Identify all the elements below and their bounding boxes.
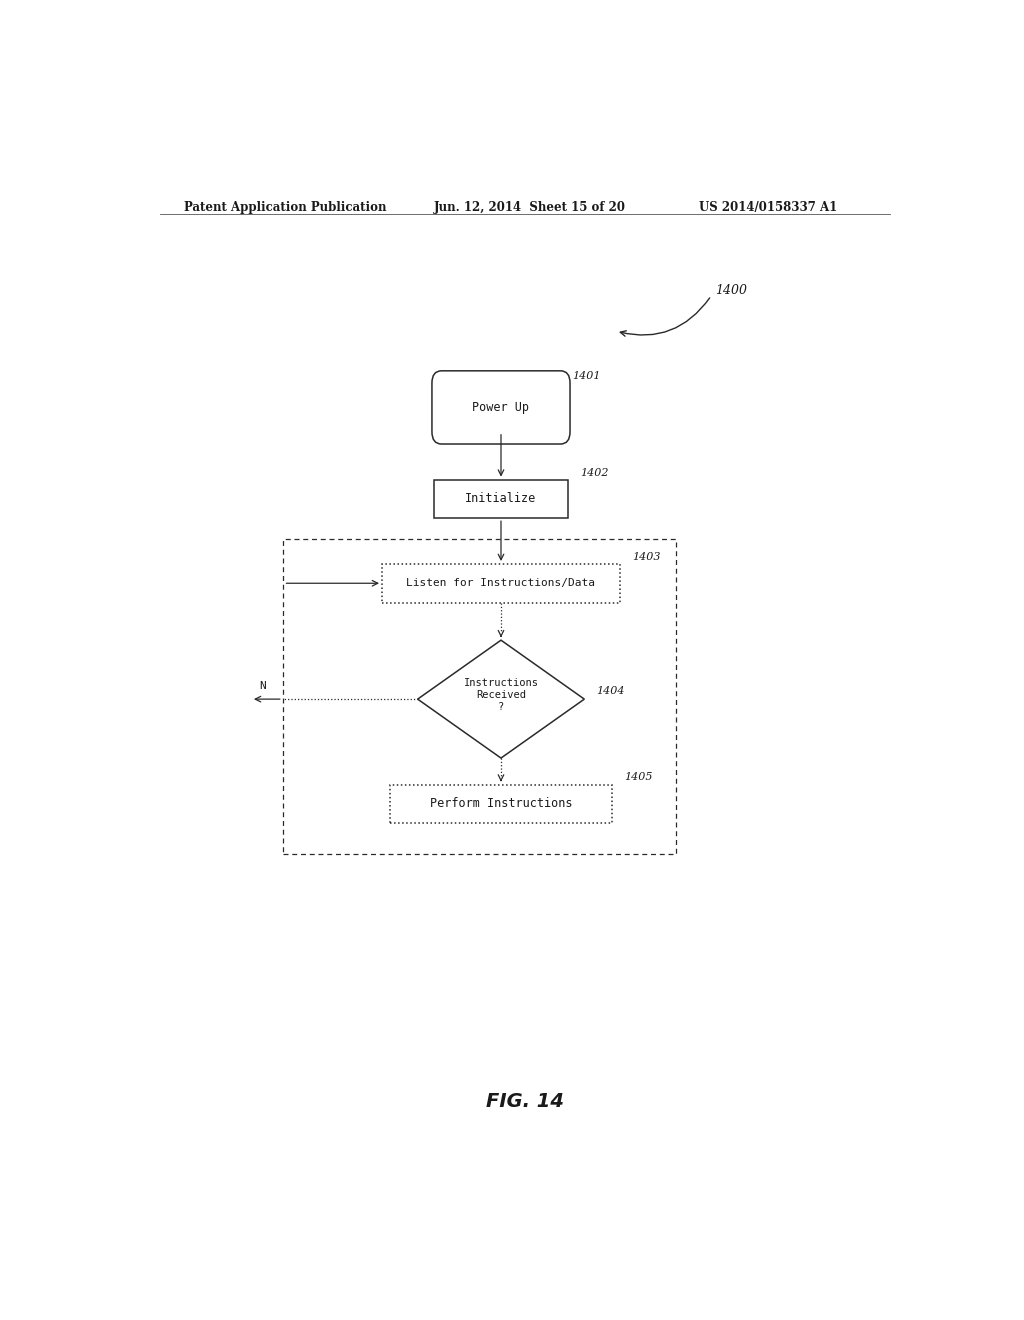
Text: 1401: 1401 <box>572 371 601 381</box>
Text: Patent Application Publication: Patent Application Publication <box>183 201 386 214</box>
Text: 1405: 1405 <box>624 772 652 783</box>
Text: 1403: 1403 <box>632 552 660 562</box>
Bar <box>283 539 676 854</box>
Text: Perform Instructions: Perform Instructions <box>430 797 572 810</box>
Text: Power Up: Power Up <box>472 401 529 414</box>
Text: Listen for Instructions/Data: Listen for Instructions/Data <box>407 578 596 589</box>
Text: Initialize: Initialize <box>465 492 537 506</box>
Text: 1404: 1404 <box>596 686 625 696</box>
Text: 1400: 1400 <box>715 284 748 297</box>
FancyBboxPatch shape <box>432 371 570 444</box>
Text: Jun. 12, 2014  Sheet 15 of 20: Jun. 12, 2014 Sheet 15 of 20 <box>433 201 626 214</box>
Text: Instructions
Received
?: Instructions Received ? <box>464 677 539 713</box>
Text: 1402: 1402 <box>581 467 609 478</box>
Text: US 2014/0158337 A1: US 2014/0158337 A1 <box>699 201 838 214</box>
Bar <box>382 564 620 602</box>
Bar <box>390 784 612 824</box>
Text: N: N <box>259 681 266 690</box>
Text: FIG. 14: FIG. 14 <box>485 1092 564 1111</box>
Polygon shape <box>418 640 585 758</box>
Bar <box>433 479 568 519</box>
